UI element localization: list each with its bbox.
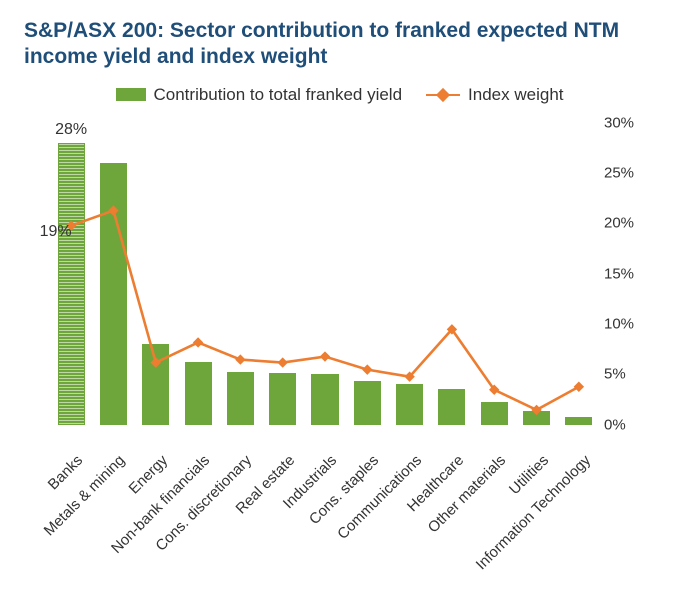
line-marker-diamond (321, 352, 330, 361)
legend-bar-swatch (116, 88, 146, 101)
legend-line-label: Index weight (468, 85, 563, 105)
y-axis-tick-label: 20% (604, 215, 648, 232)
legend-item-line: Index weight (426, 85, 563, 105)
chart-container: S&P/ASX 200: Sector contribution to fran… (0, 0, 679, 613)
line-marker-diamond (278, 358, 287, 367)
y-axis-tick-label: 30% (604, 114, 648, 131)
line-marker-diamond (236, 355, 245, 364)
line-marker-diamond (109, 206, 118, 215)
chart-plot-area: 0%5%10%15%20%25%30%28%19% BanksMetals & … (30, 115, 650, 435)
line-marker-diamond (363, 365, 372, 374)
data-label: 19% (40, 223, 72, 241)
line-marker-diamond (194, 337, 203, 346)
y-axis-tick-label: 0% (604, 416, 648, 433)
y-axis-tick-label: 15% (604, 265, 648, 282)
line-series (50, 123, 600, 425)
line-path (71, 210, 579, 409)
chart-title: S&P/ASX 200: Sector contribution to fran… (24, 18, 655, 71)
legend-item-bar: Contribution to total franked yield (116, 85, 403, 105)
y-axis-tick-label: 25% (604, 164, 648, 181)
data-label: 28% (55, 121, 87, 139)
legend: Contribution to total franked yield Inde… (24, 85, 655, 105)
y-axis-tick-label: 10% (604, 315, 648, 332)
legend-line-swatch (426, 88, 460, 102)
line-marker-diamond (151, 358, 160, 367)
y-axis-tick-label: 5% (604, 366, 648, 383)
legend-bar-label: Contribution to total franked yield (154, 85, 403, 105)
